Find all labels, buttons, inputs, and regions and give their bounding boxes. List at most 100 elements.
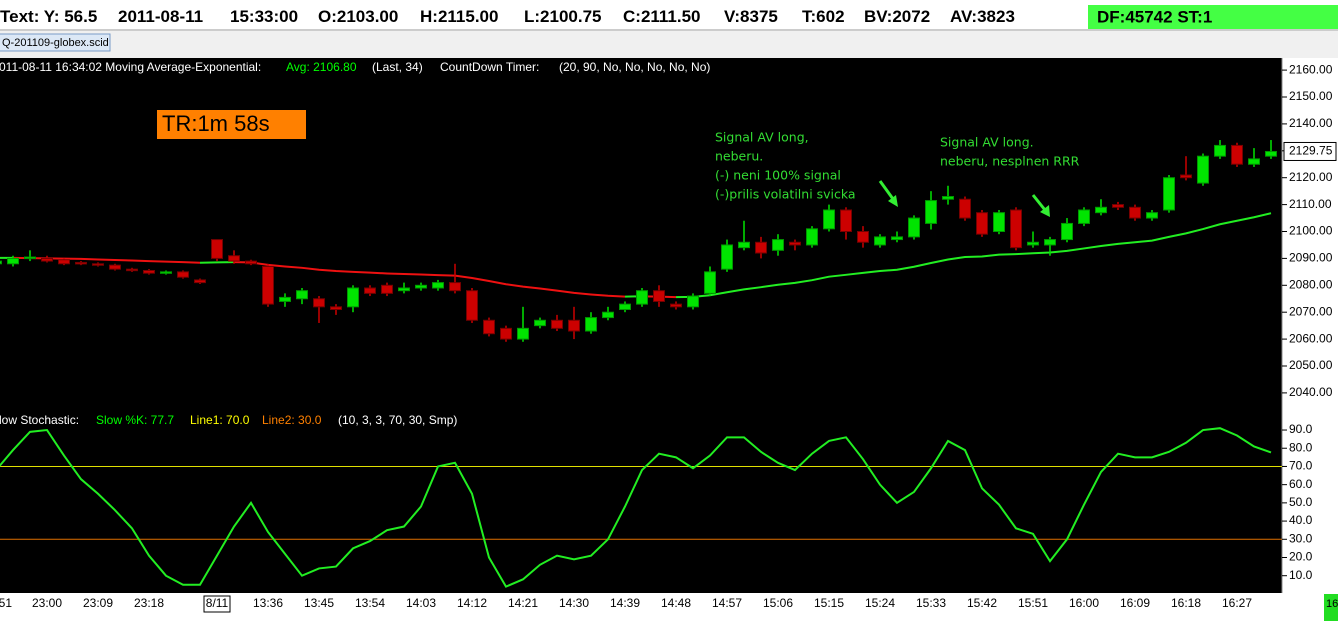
candle-body <box>943 197 954 200</box>
status-item: AV:3823 <box>950 7 1015 26</box>
x-tick-label: 23:18 <box>134 596 164 610</box>
x-tick-label: 15:33 <box>916 596 946 610</box>
candle-body <box>671 304 682 307</box>
annotation: neberu, nesplnen RRR <box>940 154 1080 169</box>
status-item: L:2100.75 <box>524 7 602 26</box>
status-item: Text: Y: 56.5 <box>0 7 97 26</box>
candle-body <box>875 237 886 245</box>
candle-body <box>1147 213 1158 218</box>
candle-body <box>59 260 70 264</box>
status-item: T:602 <box>802 7 845 26</box>
legend-item: 011-08-11 16:34:02 Moving Average-Expone… <box>0 60 261 74</box>
y-tick-label: 2100.00 <box>1289 224 1333 238</box>
candle-body <box>161 272 172 274</box>
candle-body <box>892 237 903 240</box>
candle-body <box>246 261 257 264</box>
status-item: BV:2072 <box>864 7 930 26</box>
x-tick-label: 51 <box>0 596 12 610</box>
y-tick-label: 80.0 <box>1289 440 1313 454</box>
candle-body <box>1096 207 1107 212</box>
x-tick-label: 15:51 <box>1018 596 1048 610</box>
y-tick-label: 2080.00 <box>1289 277 1333 291</box>
annotation: neberu. <box>715 149 763 164</box>
status-item: H:2115.00 <box>420 7 498 26</box>
candle-body <box>297 291 308 299</box>
legend-item: Slow %K: 77.7 <box>96 413 174 427</box>
candle-body <box>229 256 240 261</box>
candle-body <box>841 210 852 232</box>
candle-body <box>977 213 988 235</box>
x-tick-label: 16:00 <box>1069 596 1099 610</box>
status-item: V:8375 <box>724 7 778 26</box>
y-tick-label: 90.0 <box>1289 422 1313 436</box>
y-tick-label: 30.0 <box>1289 531 1313 545</box>
status-item: 2011-08-11 <box>118 7 203 26</box>
x-tick-label: 15:24 <box>865 596 895 610</box>
candle-body <box>586 318 597 331</box>
x-tick-label: 16:09 <box>1120 596 1150 610</box>
status-item: O:2103.00 <box>318 7 398 26</box>
candle-body <box>705 272 716 294</box>
x-tick-label: 13:36 <box>253 596 283 610</box>
candle-body <box>195 280 206 283</box>
status-box-text: DF:45742 ST:1 <box>1097 7 1212 26</box>
candle-body <box>1164 178 1175 210</box>
y-tick-label: 60.0 <box>1289 477 1313 491</box>
legend: 011-08-11 16:34:02 Moving Average-Expone… <box>0 60 710 74</box>
candle-body <box>1181 175 1192 178</box>
annotation: (-)prilis volatilni svicka <box>715 187 856 202</box>
candle-body <box>348 288 359 307</box>
annotation: (-) neni 100% signal <box>715 168 841 183</box>
candle-body <box>314 299 325 307</box>
legend-item: low Stochastic: <box>0 413 79 427</box>
y-tick-label: 2140.00 <box>1289 116 1333 130</box>
candle-body <box>42 258 53 261</box>
candle-body <box>382 285 393 293</box>
candle-body <box>1249 159 1260 164</box>
x-tick-label: 13:54 <box>355 596 385 610</box>
candle-body <box>926 201 937 224</box>
candle-body <box>1113 205 1124 208</box>
candle-body <box>654 291 665 302</box>
candle-body <box>569 320 580 331</box>
x-tick-label: 14:03 <box>406 596 436 610</box>
candle-body <box>637 291 648 304</box>
x-tick-label: 14:30 <box>559 596 589 610</box>
legend-item: Avg: 2106.80 <box>286 60 357 74</box>
candle-body <box>1079 210 1090 223</box>
candle-body <box>960 199 971 218</box>
candle-body <box>280 297 291 301</box>
candle-body <box>790 242 801 245</box>
ema-line <box>200 262 234 263</box>
x-tick-label: 15:06 <box>763 596 793 610</box>
legend-item: (20, 90, No, No, No, No, No) <box>559 60 710 74</box>
candle-body <box>1232 145 1243 164</box>
last-price-label: 2129.75 <box>1289 144 1333 158</box>
candle-body <box>688 296 699 307</box>
y-tick-label: 2110.00 <box>1289 197 1332 211</box>
y-tick-label: 2040.00 <box>1289 385 1333 399</box>
candle-body <box>263 266 274 304</box>
x-tick-label: 15:15 <box>814 596 844 610</box>
candle-body <box>756 242 767 253</box>
status-item: C:2111.50 <box>623 7 701 26</box>
tab-label[interactable]: Q-201109-globex.scid <box>2 37 109 49</box>
annotation: Signal AV long, <box>715 130 809 145</box>
candle-body <box>722 245 733 269</box>
x-tick-label: 23:00 <box>32 596 62 610</box>
x-tick-label: 8/11 <box>206 596 229 610</box>
candle-body <box>552 320 563 328</box>
candle-body <box>620 304 631 309</box>
candle-body <box>1198 156 1209 183</box>
y-tick-label: 20.0 <box>1289 550 1313 564</box>
candle-body <box>144 271 155 274</box>
y-tick-label: 2060.00 <box>1289 331 1333 345</box>
x-tick-label: 14:39 <box>610 596 640 610</box>
tab-strip <box>0 31 1338 58</box>
x-tick-label: 15:42 <box>967 596 997 610</box>
candle-body <box>824 210 835 229</box>
candle-body <box>1130 207 1141 218</box>
candle-body <box>739 242 750 247</box>
candle-body <box>909 218 920 237</box>
candle-body <box>212 240 223 259</box>
